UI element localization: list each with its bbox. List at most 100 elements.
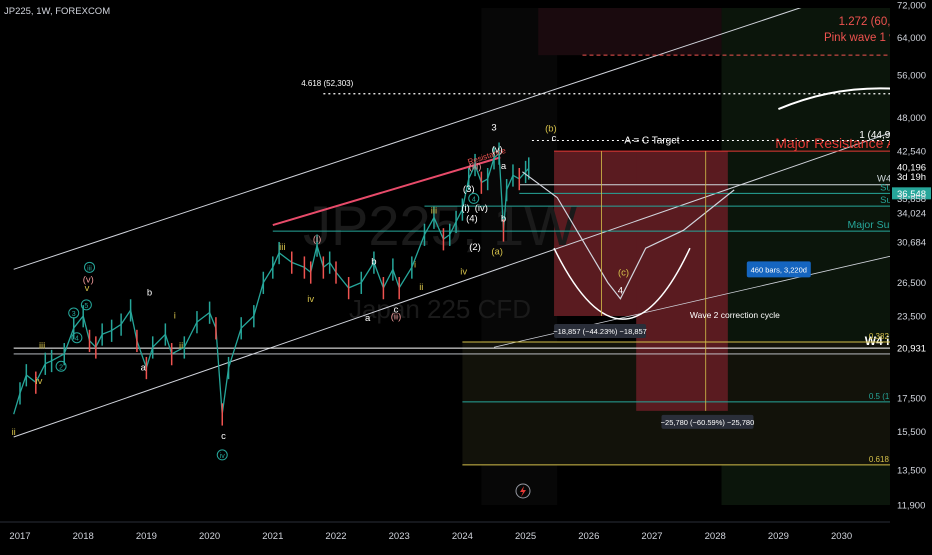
measure-text-3: 460 bars, 3,220d — [751, 265, 807, 274]
x-tick-0: 2017 — [9, 531, 30, 542]
wave-label-25: ii — [419, 282, 423, 293]
wave-label-28: (3) — [463, 184, 475, 195]
x-tick-8: 2025 — [515, 531, 536, 542]
x-tick-10: 2027 — [641, 531, 662, 542]
target-label-4: A = C Target — [624, 136, 679, 147]
measure-text-2: −25,780 (−60.59%) −25,780 — [661, 418, 755, 427]
top-mask — [0, 0, 932, 8]
wave-label-35: (v) — [492, 145, 503, 156]
wave-label-9: 2 — [59, 364, 63, 371]
y-tick-16: 13,500 — [897, 465, 926, 476]
wave-label-22: (ii) — [391, 312, 402, 323]
x-tick-11: 2028 — [705, 531, 726, 542]
wave-label-23: i — [414, 259, 416, 270]
lightning-circle — [515, 483, 531, 499]
wave-label-2: ii — [12, 427, 16, 438]
lightning-bolt — [520, 486, 526, 497]
wave-label-20: a — [365, 313, 371, 324]
wave-label-42: 4 — [618, 285, 623, 296]
y-tick-12: 23,500 — [897, 311, 926, 322]
y-tick-17: 11,900 — [897, 501, 925, 512]
y-tick-11: 26,500 — [897, 278, 926, 289]
channel-lower — [13, 122, 918, 438]
y-tick-13: 20,931 — [897, 344, 926, 355]
y-tick-6: 3d 19h — [897, 172, 926, 183]
wave-label-14: c — [221, 431, 226, 442]
wave-label-1: iv — [36, 376, 43, 387]
wave-label-40: c — [552, 133, 557, 144]
x-tick-5: 2022 — [325, 531, 346, 542]
wave-label-32: (2) — [469, 242, 481, 253]
measure-box-2: −25,780 (−60.59%) −25,780 — [661, 414, 755, 429]
x-tick-3: 2020 — [199, 531, 220, 542]
level-label-0: Major Resistance ATH — [775, 135, 913, 151]
wave-circle-6 — [80, 299, 92, 311]
wave-label-16: iii — [279, 242, 285, 253]
y-tick-bg-4 — [892, 145, 931, 158]
wave-circle-15 — [216, 449, 228, 461]
y-tick-3: 48,000 — [897, 113, 926, 124]
resistance-line — [272, 156, 501, 227]
wave-label-7: 3 — [72, 311, 76, 318]
wave-label-38: (a) — [491, 247, 503, 258]
wave-circle-33 — [468, 192, 480, 204]
wave-label-11: i — [174, 310, 176, 321]
x-tick-12: 2029 — [768, 531, 789, 542]
fib-label-0: 0.382 (21 — [869, 332, 903, 341]
measure-bg-1 — [554, 323, 647, 338]
y-tick-15: 15,500 — [897, 427, 926, 438]
y-tick-bg-13 — [892, 342, 931, 355]
x-tick-9: 2026 — [578, 531, 599, 542]
measure-box-3: 460 bars, 3,220d — [746, 261, 811, 278]
wave-label-39: (b) — [545, 123, 557, 134]
symbol-line: JP225, 1W, FOREXCOM — [4, 6, 110, 17]
x-tick-1: 2018 — [73, 531, 94, 542]
wave-label-17: (i) — [313, 234, 321, 245]
fib-label-2: 0.618 (13 — [869, 455, 903, 464]
target-zone-top — [538, 5, 722, 56]
fib-label-1: 0.5 (17,2 — [869, 392, 901, 401]
wave-label-19: iv — [307, 294, 314, 305]
measure-bg-2 — [661, 414, 754, 429]
channel-upper — [13, 0, 826, 270]
y-tick-0: 72,000 — [897, 1, 926, 12]
wave-circle-8 — [71, 332, 83, 344]
wave-label-3: iii — [87, 265, 92, 272]
target-label-3: 1 (44,931) — [859, 130, 905, 141]
x-tick-2: 2019 — [136, 531, 157, 542]
target-label-2: 4.618 (52,303) — [301, 79, 353, 88]
wave-label-0: iii — [39, 341, 45, 352]
wave-label-34: 3 — [491, 123, 496, 134]
x-tick-7: 2024 — [452, 531, 473, 542]
wave-label-41: (c) — [618, 267, 629, 278]
wave-label-18: b — [371, 256, 376, 267]
wave-label-21: c — [394, 304, 399, 315]
y-tick-8: 35,858 — [897, 194, 926, 205]
wave-label-15: iv — [220, 453, 226, 460]
y-axis-bg — [890, 0, 932, 550]
y-tick-9: 34,024 — [897, 209, 926, 220]
wave-label-29: (i) — [461, 203, 469, 214]
watermark-symbol: JP225, 1W — [303, 194, 577, 257]
y-tick-bg-7 — [892, 187, 931, 200]
measure-text-1: −18,857 (−44.23%) −18,857 — [553, 327, 647, 336]
lightning-icon — [515, 483, 531, 499]
x-tick-4: 2021 — [262, 531, 283, 542]
wave-label-4: (v) — [83, 275, 94, 286]
watermark-name: Japan 225 CFD — [349, 294, 531, 324]
wave-label-6: 5 — [84, 303, 88, 310]
wave2-arc — [553, 247, 691, 320]
x-tick-13: 2030 — [831, 531, 852, 542]
wave-label-24: iii — [431, 205, 437, 216]
wave-label-30: (4) — [466, 214, 478, 225]
wave-circle-9 — [55, 360, 67, 372]
y-tick-14: 17,500 — [897, 393, 926, 404]
y-tick-4: 42,540 — [897, 147, 926, 158]
wave-circle-7 — [68, 307, 80, 319]
wave-label-36: a — [501, 161, 507, 172]
wave-label-10: b — [147, 287, 152, 298]
y-tick-5: 40,196 — [897, 162, 926, 173]
wave-label-37: b — [501, 214, 506, 225]
